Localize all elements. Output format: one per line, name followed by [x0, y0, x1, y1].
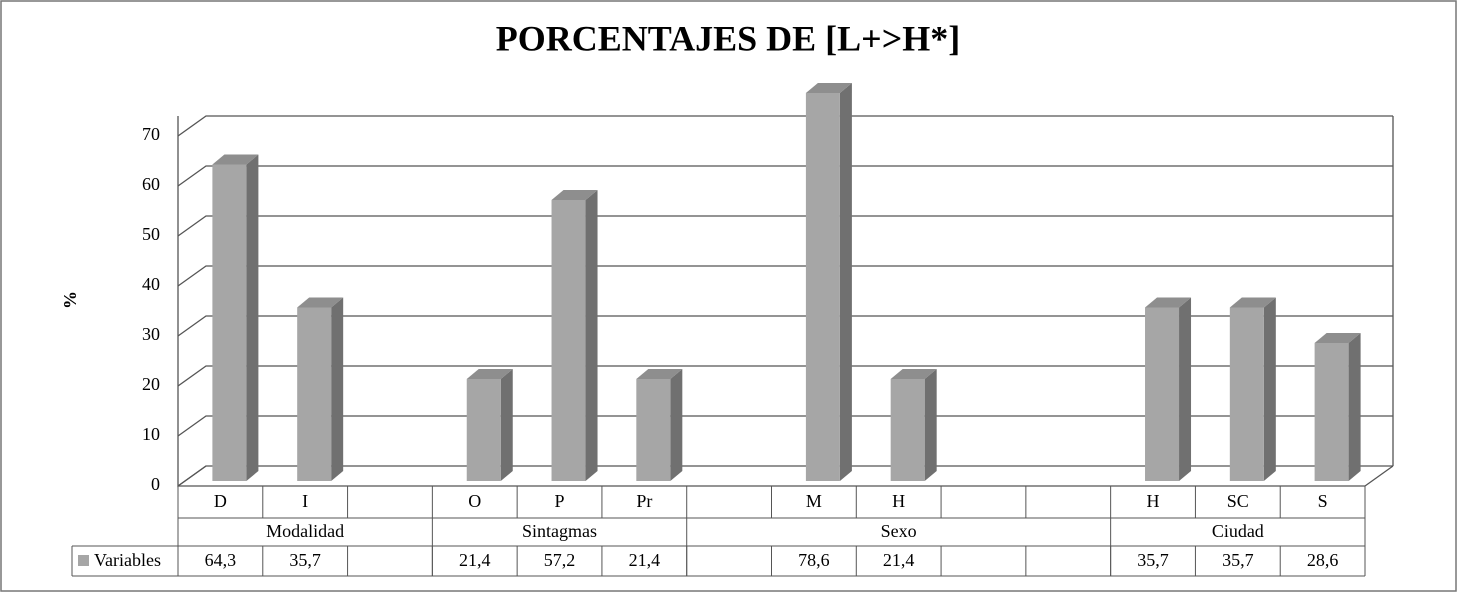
table-value: 64,3: [205, 550, 237, 570]
x-tick-label: SC: [1227, 491, 1249, 511]
bar-top: [890, 369, 937, 379]
table-value: 21,4: [883, 550, 915, 570]
y-tick-label: 0: [151, 474, 160, 494]
y-tick-label: 10: [142, 424, 160, 444]
bar-top: [212, 154, 259, 165]
bar-side: [500, 369, 513, 481]
table-value: 21,4: [629, 550, 661, 570]
group-label: Modalidad: [266, 521, 344, 541]
bar: [1229, 307, 1264, 481]
grid-line: [177, 465, 1393, 487]
grid-line: [177, 365, 1393, 387]
table-value: 35,7: [1222, 550, 1254, 570]
legend-label: Variables: [94, 550, 161, 570]
group-label: Ciudad: [1212, 521, 1264, 541]
bar-top: [466, 369, 513, 379]
table-value: 35,7: [1137, 550, 1169, 570]
table-value: 35,7: [289, 550, 321, 570]
x-tick-label: P: [555, 491, 565, 511]
y-tick-label: 30: [142, 324, 160, 344]
bar: [551, 200, 586, 481]
grid-line: [177, 115, 1393, 137]
bar-side: [585, 190, 598, 481]
table-value: 28,6: [1307, 550, 1339, 570]
bar: [297, 307, 332, 481]
bar-top: [551, 190, 598, 200]
table-value: 78,6: [798, 550, 830, 570]
table-value: 57,2: [544, 550, 576, 570]
x-tick-label: H: [892, 491, 905, 511]
bar-top: [636, 369, 683, 379]
bar-side: [924, 369, 937, 481]
bar: [805, 93, 840, 481]
bar: [1145, 307, 1180, 481]
bar-side: [670, 369, 683, 481]
x-tick-label: Pr: [636, 491, 652, 511]
bar-side: [1263, 297, 1276, 481]
grid-line: [177, 215, 1393, 237]
bar-side: [1348, 333, 1361, 481]
x-tick-label: S: [1318, 491, 1328, 511]
bar-top: [805, 83, 852, 93]
bar-side: [1179, 297, 1192, 481]
group-label: Sexo: [881, 521, 917, 541]
bar-top: [1229, 297, 1276, 308]
y-tick-label: 20: [142, 374, 160, 394]
x-tick-label: I: [302, 491, 308, 511]
x-tick-label: D: [214, 491, 227, 511]
grid-line: [177, 315, 1393, 337]
y-tick-label: 40: [142, 274, 160, 294]
bar: [636, 379, 671, 481]
bar: [1314, 343, 1349, 481]
table-value: 21,4: [459, 550, 491, 570]
y-axis-label: %: [60, 291, 80, 309]
legend-swatch: [78, 555, 89, 566]
bar-top: [1145, 297, 1192, 308]
bar: [212, 164, 247, 481]
y-tick-label: 50: [142, 224, 160, 244]
bar-side: [246, 154, 259, 481]
x-tick-label: O: [468, 491, 481, 511]
y-tick-label: 60: [142, 174, 160, 194]
grid-line: [177, 415, 1393, 437]
bar-top: [1314, 333, 1361, 343]
grid-line: [177, 265, 1393, 287]
bar-top: [297, 297, 344, 308]
bar-side: [331, 297, 344, 481]
chart-title: PORCENTAJES DE [L+>H*]: [496, 18, 960, 58]
grid-line: [177, 165, 1393, 187]
x-tick-label: H: [1147, 491, 1160, 511]
bar-side: [839, 83, 852, 481]
bar: [890, 379, 925, 481]
group-label: Sintagmas: [522, 521, 597, 541]
x-tick-label: M: [806, 491, 822, 511]
y-tick-label: 70: [142, 124, 160, 144]
bar: [466, 379, 501, 481]
